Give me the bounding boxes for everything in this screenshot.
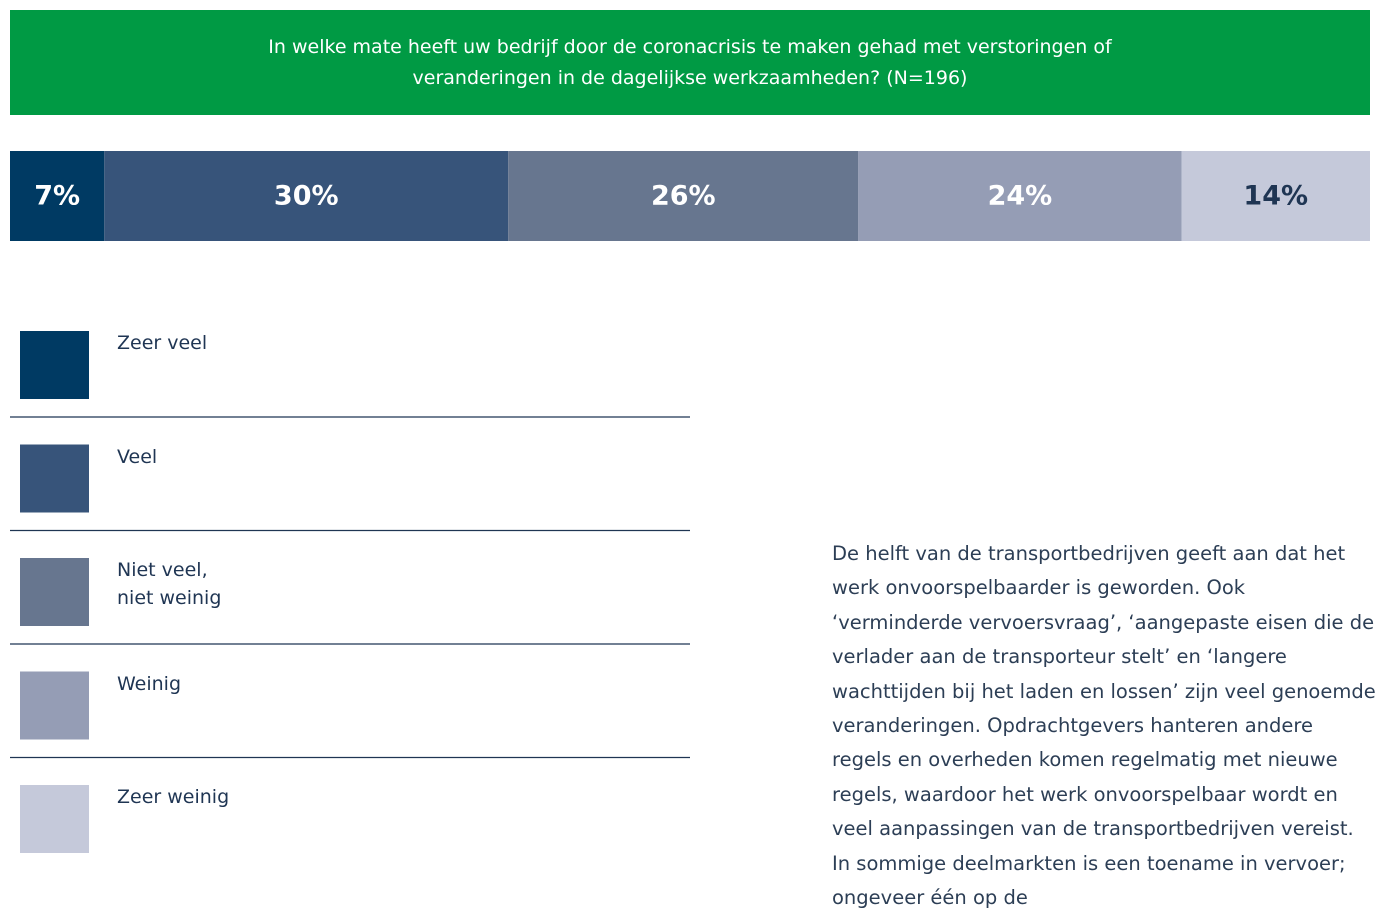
value-label: 24% bbox=[988, 181, 1053, 212]
legend-swatch bbox=[20, 558, 89, 626]
value-label: 26% bbox=[651, 181, 716, 212]
legend-label: Zeer veel bbox=[117, 332, 208, 354]
value-label: 14% bbox=[1243, 181, 1308, 212]
legend-swatch bbox=[20, 331, 89, 399]
legend-swatch bbox=[20, 785, 89, 853]
note: De helft van de transportbedrijven geeft… bbox=[832, 542, 1376, 910]
bar-segment bbox=[858, 151, 1182, 241]
legend-label: Weinig bbox=[117, 672, 182, 695]
bar-segment bbox=[508, 151, 859, 241]
legend-label: Niet veel, niet weinig bbox=[117, 559, 222, 609]
value-label: 30% bbox=[274, 181, 339, 212]
chart: 7% 30% 26% 24% 14% bbox=[10, 151, 1370, 853]
bar-segment bbox=[104, 151, 509, 241]
title-box: In welke mate heeft uw bedrijf door de c… bbox=[10, 10, 1370, 115]
value-label: 7% bbox=[34, 181, 80, 212]
bar-segment bbox=[1181, 151, 1370, 241]
bar-segment bbox=[10, 151, 105, 241]
legend-swatch bbox=[20, 444, 89, 513]
page: {"chart_data": {"type": "bar", "stacked"… bbox=[10, 10, 1376, 910]
legend-label: Veel bbox=[117, 445, 158, 468]
legend-swatch bbox=[20, 671, 89, 740]
chart-title: In welke mate heeft uw bedrijf door de c… bbox=[268, 35, 1112, 89]
legend-label: Zeer weinig bbox=[117, 786, 230, 808]
